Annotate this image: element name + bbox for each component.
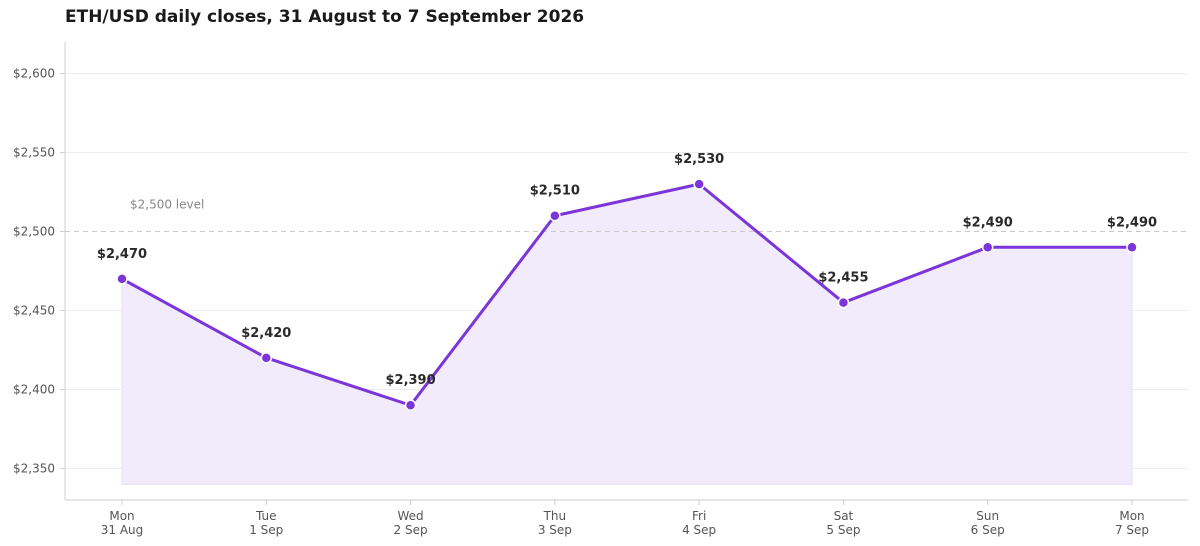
data-label: $2,490 bbox=[963, 215, 1013, 230]
data-label: $2,490 bbox=[1107, 215, 1157, 230]
y-tick-label: $2,400 bbox=[13, 382, 55, 396]
data-label: $2,510 bbox=[530, 184, 580, 199]
x-tick-label-day: Mon bbox=[1119, 509, 1144, 523]
data-label: $2,420 bbox=[241, 326, 291, 341]
x-tick-label-day: Mon bbox=[109, 509, 134, 523]
x-tick-label-date: 6 Sep bbox=[971, 523, 1005, 537]
data-point bbox=[693, 178, 705, 190]
y-tick-label: $2,550 bbox=[13, 146, 55, 160]
x-tick-label-day: Sat bbox=[834, 509, 854, 523]
data-label: $2,455 bbox=[818, 271, 868, 286]
data-label: $2,530 bbox=[674, 152, 724, 167]
y-tick-label: $2,500 bbox=[13, 225, 55, 239]
x-tick-label-date: 3 Sep bbox=[538, 523, 572, 537]
x-tick-label-date: 2 Sep bbox=[394, 523, 428, 537]
y-tick-label: $2,600 bbox=[13, 67, 55, 81]
data-point bbox=[260, 352, 273, 364]
data-label: $2,390 bbox=[385, 373, 435, 388]
data-point bbox=[549, 209, 561, 222]
reference-line-label: $2,500 level bbox=[130, 198, 204, 212]
data-point bbox=[404, 399, 417, 411]
x-tick-label-day: Sun bbox=[976, 509, 999, 523]
x-tick-label-date: 1 Sep bbox=[249, 523, 283, 537]
series-line bbox=[120, 182, 1134, 407]
x-tick-label-date: 5 Sep bbox=[826, 523, 860, 537]
chart-title: ETH/USD daily closes, 31 August to 7 Sep… bbox=[65, 7, 585, 27]
y-tick-label: $2,450 bbox=[13, 303, 55, 317]
data-point bbox=[1126, 241, 1138, 254]
data-point bbox=[837, 296, 850, 309]
x-tick-label-date: 7 Sep bbox=[1115, 523, 1149, 537]
data-point bbox=[981, 241, 994, 254]
x-tick-label-day: Tue bbox=[255, 509, 277, 523]
x-tick-label-date: 31 Aug bbox=[101, 523, 144, 537]
data-label: $2,470 bbox=[97, 247, 147, 262]
data-point bbox=[116, 273, 128, 285]
x-tick-label-day: Thu bbox=[543, 509, 567, 523]
x-tick-label-day: Fri bbox=[692, 509, 706, 523]
y-tick-label: $2,350 bbox=[13, 461, 55, 475]
x-tick-label-date: 4 Sep bbox=[682, 523, 716, 537]
x-tick-label-day: Wed bbox=[397, 509, 423, 523]
